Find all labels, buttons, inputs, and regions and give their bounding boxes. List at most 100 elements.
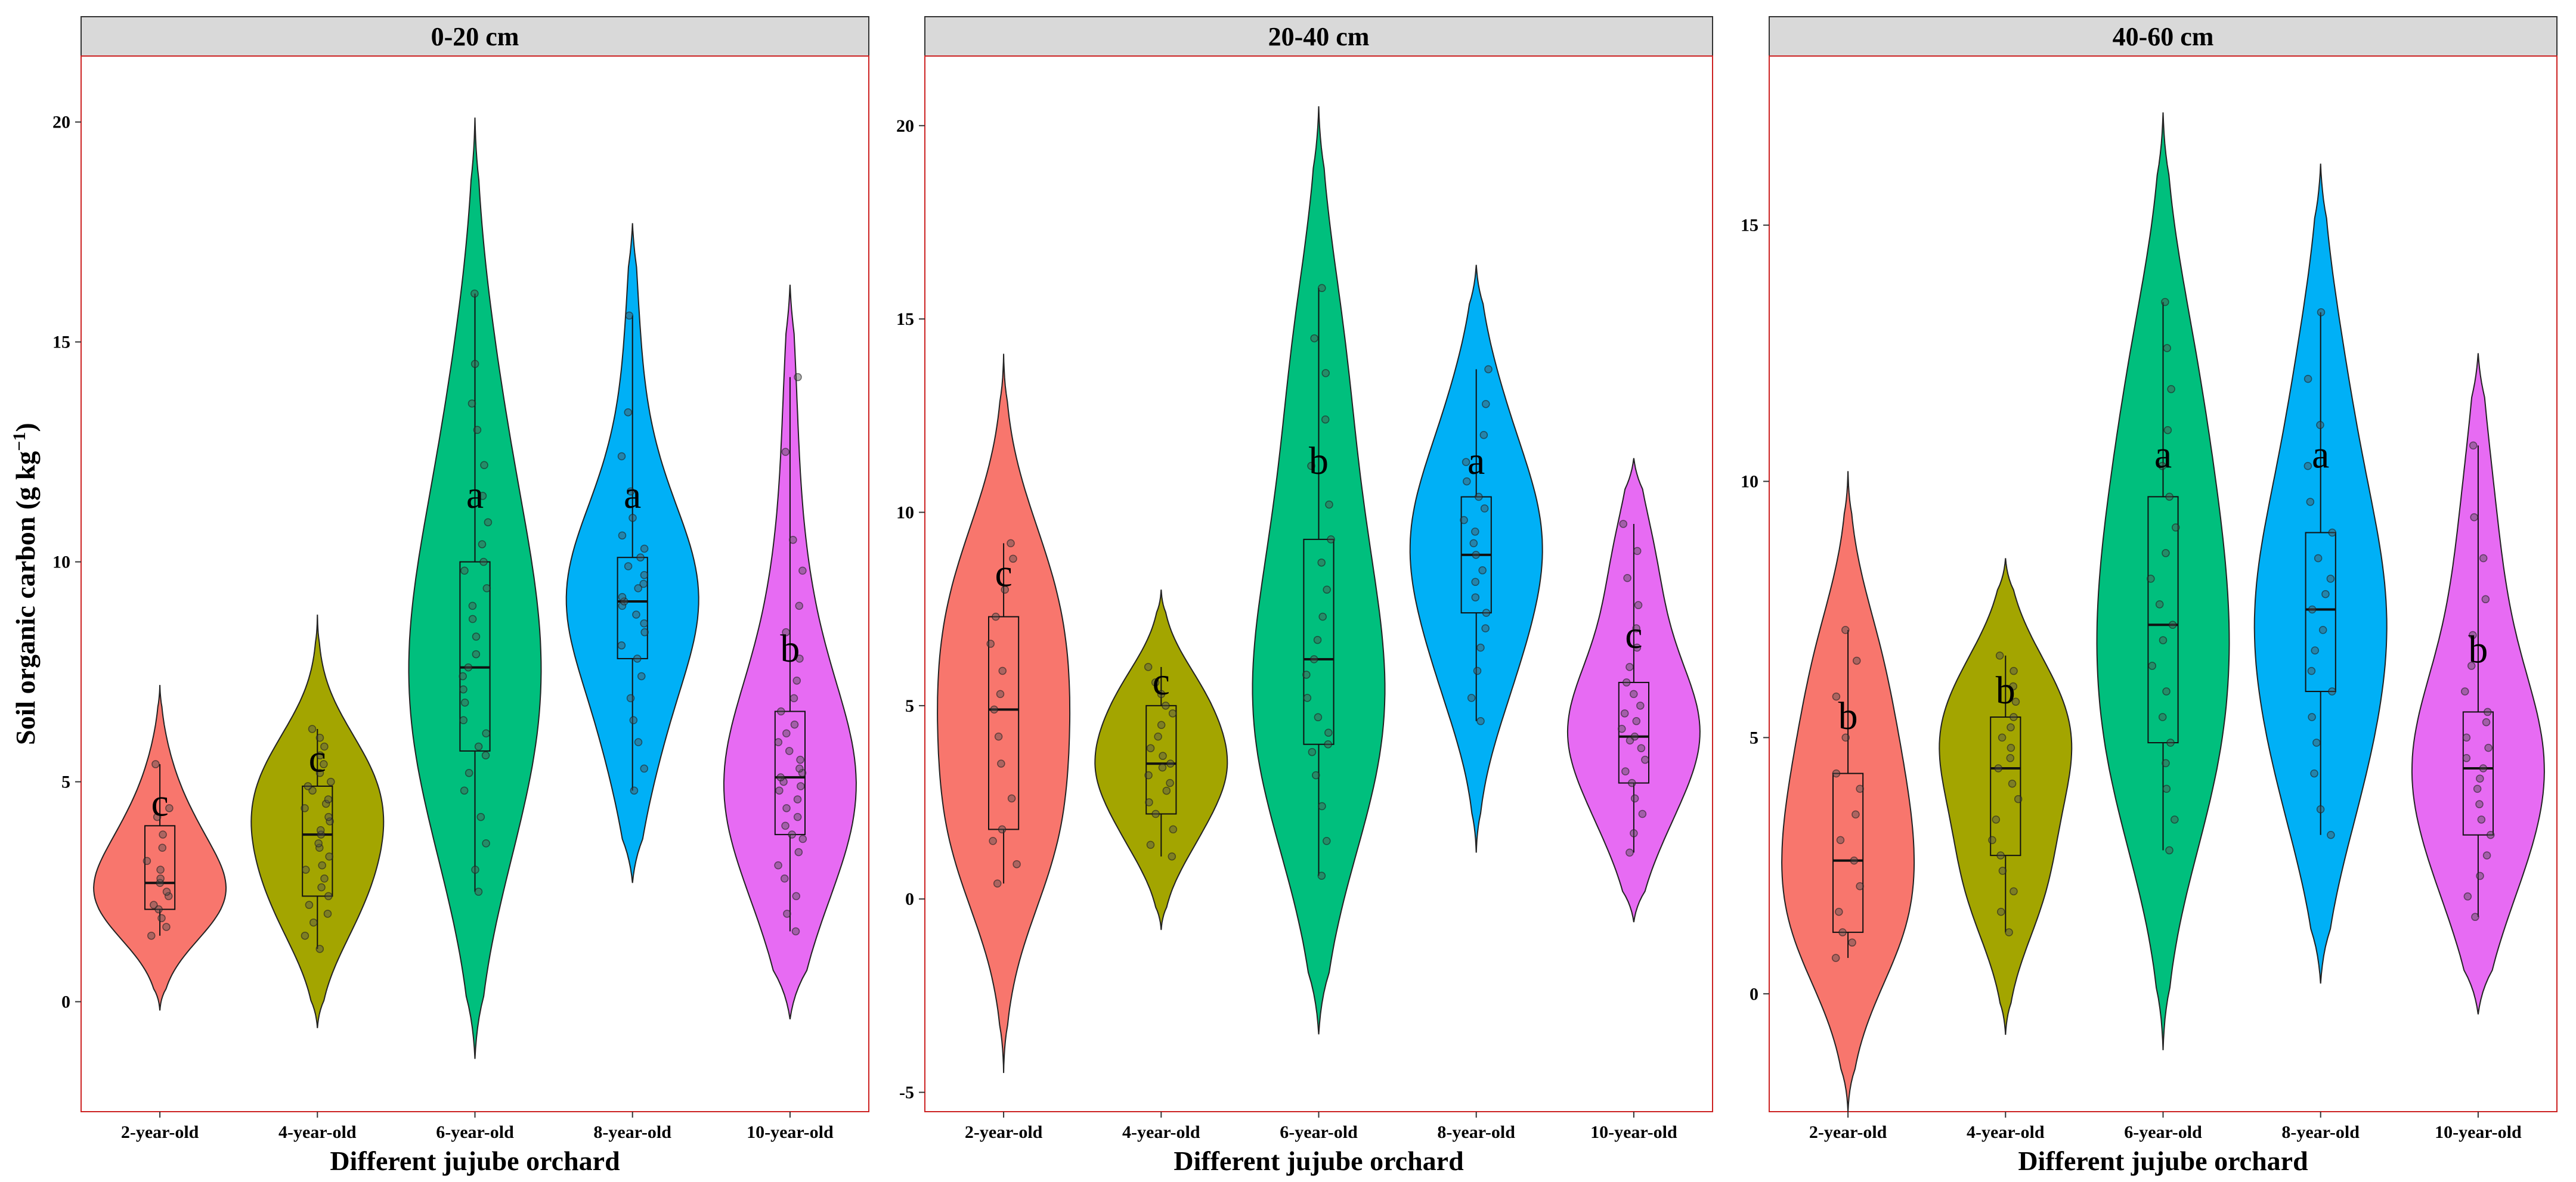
data-point [1480,504,1489,513]
data-point [470,359,479,368]
data-point [2326,575,2335,583]
data-point [640,619,648,628]
data-point [2155,600,2164,609]
y-tick-label: 20 [896,116,914,136]
box [2147,496,2179,744]
data-point [1302,671,1311,679]
data-point [1630,794,1639,803]
significance-letter: b [1838,694,1858,738]
data-point [2167,385,2175,393]
x-tick-label: 2-year-old [121,1122,199,1142]
data-point [2481,595,2490,604]
data-point [473,426,482,434]
data-point [2487,831,2495,839]
data-point [628,514,637,522]
data-point [320,760,328,768]
data-point [1636,702,1645,710]
data-point [794,848,803,857]
data-point [482,729,490,738]
data-point [2306,498,2315,506]
violin-body [2253,163,2388,984]
data-point [618,601,627,610]
significance-letter: c [151,781,168,824]
data-point [2014,795,2023,803]
data-point [989,837,997,845]
data-point [317,883,326,892]
data-point [797,782,805,790]
y-tick-label: 20 [52,113,70,132]
data-point [793,812,802,821]
data-point [472,632,481,641]
box [988,616,1020,830]
significance-letter: a [2312,433,2329,477]
data-point [1472,551,1480,559]
significance-letter: c [995,551,1012,595]
data-point [1151,809,1160,818]
data-point [998,825,1007,834]
data-point [165,804,174,812]
data-point [1482,609,1491,617]
data-point [1312,771,1320,780]
violin-group-8-year-old: a [565,223,699,883]
data-point [774,861,782,870]
box [1618,681,1649,784]
data-point [1144,663,1153,671]
data-point [1146,840,1155,849]
data-point [620,597,628,606]
panel-strip [80,16,869,57]
x-tick-label: 8-year-old [1437,1122,1515,1142]
data-point [624,562,633,570]
violin-group-8-year-old: a [1409,265,1543,853]
data-point [164,892,173,901]
data-point [2168,621,2177,629]
data-point [478,540,487,548]
data-point [1467,694,1476,702]
data-point [1166,759,1175,768]
data-point [1159,752,1167,760]
x-tick-label: 4-year-old [1122,1122,1200,1142]
violin-group-4-year-old: c [1094,590,1228,930]
x-tick-label: 10-year-old [1590,1122,1677,1142]
data-point [1463,477,1471,486]
significance-letter: c [1625,613,1642,657]
y-tick-label: 15 [896,309,914,329]
box [144,825,176,910]
panel-title: 20-40 cm [1268,22,1370,51]
data-point [479,557,488,566]
data-point [484,518,493,526]
data-point [1988,836,1996,845]
data-point [2479,554,2488,563]
violin-group-2-year-old: c [937,353,1071,1074]
data-point [1848,938,1856,947]
data-point [775,786,784,795]
significance-letter: a [624,473,641,517]
y-tick-label: 0 [61,992,70,1012]
violin-group-10-year-old: b [2411,353,2545,1015]
data-point [1998,867,2007,875]
y-axis-title: Soil organic carbon (g kg−1) [10,423,41,745]
data-point [158,843,167,852]
data-point [1158,763,1167,772]
data-point [1471,578,1479,587]
y-tick-label: 0 [905,889,914,909]
y-tick-label: -5 [899,1083,914,1103]
y-tick-label: 5 [905,696,914,716]
data-point [1471,593,1480,601]
data-point [2162,687,2171,696]
violin-body [408,117,542,1059]
violin-body [2096,112,2230,1050]
significance-letter: a [1467,439,1485,483]
violin-body [93,685,227,1011]
data-point [2171,815,2179,824]
data-point [1321,415,1330,424]
data-point [1476,643,1485,652]
data-point [2467,662,2476,670]
data-point [632,610,640,619]
data-point [1994,764,2002,773]
y-tick-label: 5 [61,773,70,792]
data-point [782,628,790,637]
data-point [1166,778,1174,787]
data-point [790,720,799,729]
data-point [2473,784,2482,793]
